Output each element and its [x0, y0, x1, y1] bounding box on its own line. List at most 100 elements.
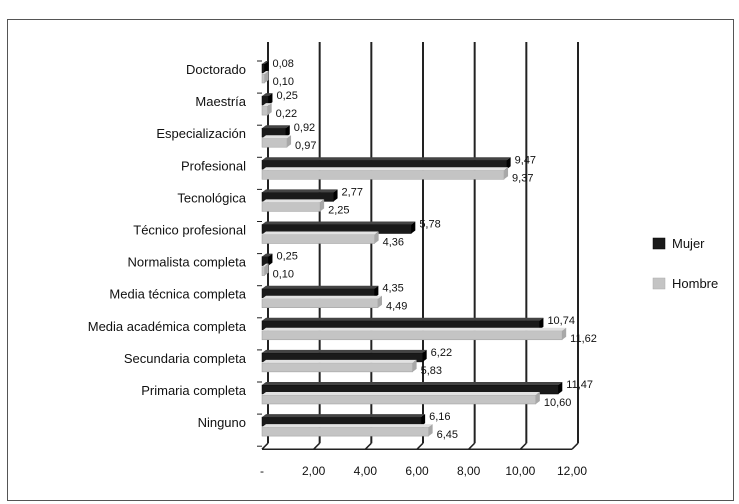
gridline-floor: [571, 442, 579, 450]
legend-label-hombre: Hombre: [672, 276, 718, 291]
data-label: 0,25: [276, 90, 297, 102]
bar-end-face: [264, 71, 269, 83]
x-tick-label: -: [260, 464, 264, 478]
data-label: 9,47: [515, 154, 536, 166]
bar-hombre: [261, 362, 413, 373]
bar-hombre: [261, 234, 375, 244]
category-label: Doctorado: [186, 62, 246, 77]
data-label: 11,47: [566, 379, 593, 391]
legend-swatch-hombre: [652, 277, 666, 290]
data-label: 0,92: [294, 122, 315, 134]
data-label: 11,62: [570, 333, 597, 345]
data-label: 6,45: [437, 429, 458, 441]
data-label: 2,25: [328, 204, 349, 216]
bar-top-face: [262, 157, 511, 161]
bar-top-face: [262, 327, 567, 331]
bar-end-face: [333, 189, 338, 202]
data-label: 4,35: [382, 283, 403, 295]
bar-mujer: [261, 63, 265, 74]
bar-end-face: [535, 392, 540, 404]
bar-end-face: [411, 221, 416, 234]
labels-layer: - 2,00 4,00 6,00 8,00 10,00 12,00 Doctorado 0,08…: [88, 58, 597, 478]
bar-top-face: [262, 103, 272, 107]
data-label: 0,22: [276, 108, 297, 120]
bar-hombre: [261, 73, 265, 84]
bar-hombre: [261, 426, 429, 437]
bar-top-face: [262, 359, 417, 363]
bar-hombre: [261, 137, 288, 148]
bar-top-face: [262, 317, 544, 321]
bar-end-face: [558, 382, 563, 394]
x-tick-label: 8,00: [457, 464, 481, 478]
bars-layer: [261, 61, 567, 437]
category-label: Especialización: [156, 126, 246, 141]
bar-end-face: [412, 359, 417, 372]
data-label: 10,74: [547, 315, 575, 327]
x-tick-label: 12,00: [557, 464, 587, 478]
data-label: 4,36: [383, 237, 404, 249]
bar-top-face: [262, 253, 273, 257]
data-label: 0,97: [295, 140, 316, 152]
bar-end-face: [421, 414, 426, 427]
category-label: Ninguno: [198, 415, 246, 430]
bar-end-face: [562, 327, 567, 340]
bar-top-face: [262, 167, 509, 171]
gridline-floor: [313, 442, 321, 450]
bar-end-face: [504, 167, 509, 180]
bar-end-face: [428, 424, 433, 437]
bar-end-face: [285, 125, 290, 138]
bar-end-face: [539, 317, 544, 330]
data-label: 0,10: [273, 269, 294, 281]
bar-hombre: [261, 298, 379, 308]
bar-end-face: [267, 103, 272, 116]
data-label: 10,60: [544, 397, 572, 409]
gridline-floor: [519, 442, 527, 450]
legend: Mujer Hombre: [652, 236, 718, 291]
data-label: 4,49: [386, 301, 407, 313]
x-tick-label: 2,00: [302, 464, 326, 478]
x-tick-label: 4,00: [354, 464, 378, 478]
data-label: 0,10: [273, 76, 294, 88]
bar-hombre: [261, 330, 563, 341]
bar-end-face: [320, 199, 325, 212]
bar-hombre: [261, 394, 537, 405]
data-label: 0,08: [273, 58, 294, 70]
bar-top-face: [262, 93, 273, 97]
bar-top-face: [262, 382, 563, 385]
bar-top-face: [262, 71, 269, 74]
x-tick-label: 6,00: [405, 464, 429, 478]
category-label: Normalista completa: [128, 255, 247, 270]
category-label: Secundaria completa: [124, 351, 247, 366]
data-label: 9,37: [512, 172, 533, 184]
bar-top-face: [262, 189, 338, 193]
legend-label-mujer: Mujer: [672, 236, 705, 251]
bar-top-face: [262, 61, 269, 64]
category-label: Media académica completa: [88, 319, 247, 334]
bar-hombre: [261, 202, 321, 212]
bar-end-face: [377, 295, 382, 308]
bar-top-face: [262, 221, 416, 225]
bar-end-face: [506, 157, 511, 170]
bar-top-face: [262, 349, 427, 353]
data-label: 6,16: [429, 411, 450, 423]
bar-end-face: [268, 253, 273, 266]
bar-top-face: [262, 263, 269, 267]
gridline-floor: [364, 442, 372, 450]
bar-end-face: [374, 285, 379, 298]
bar-top-face: [262, 199, 325, 203]
bar-top-face: [262, 285, 379, 289]
bar-top-face: [262, 424, 433, 428]
x-tick-label: 10,00: [505, 464, 535, 478]
bar-hombre: [261, 170, 505, 180]
data-label: 5,78: [419, 219, 440, 231]
bar-top-face: [262, 231, 379, 235]
bar-top-face: [262, 392, 540, 395]
category-label: Profesional: [181, 158, 246, 173]
category-label: Maestría: [195, 94, 246, 109]
bar-end-face: [422, 349, 427, 362]
category-label: Primaria completa: [141, 383, 247, 398]
bar-top-face: [262, 135, 292, 139]
bar-end-face: [268, 93, 273, 106]
category-label: Media técnica completa: [109, 287, 246, 302]
